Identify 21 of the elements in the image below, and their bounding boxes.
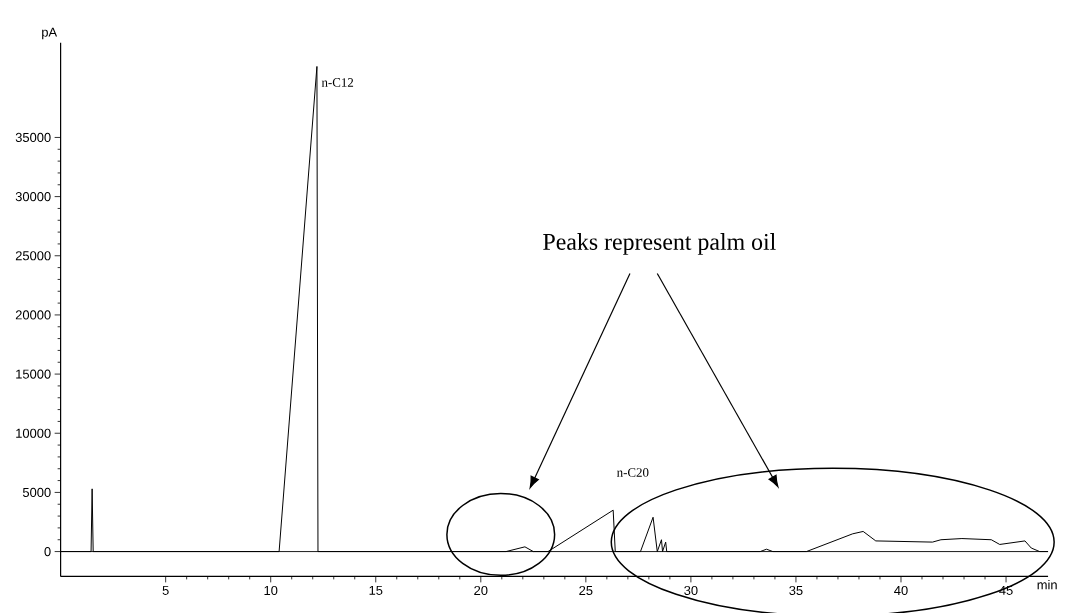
x-tick-label: 25 (579, 585, 593, 595)
x-tick-label: 20 (474, 585, 488, 595)
x-axis-title: min (1037, 579, 1057, 590)
x-tick-label: 5 (162, 585, 169, 595)
annotation: n-C20 (616, 467, 649, 477)
x-tick-label: 10 (264, 585, 278, 595)
y-tick-label: 30000 (15, 191, 51, 201)
annotation: n-C12 (321, 77, 354, 87)
y-tick-label: 10000 (16, 428, 51, 438)
y-tick-label: 20000 (15, 310, 51, 320)
y-tick-label: 35000 (15, 132, 51, 142)
y-tick-label: 25000 (15, 250, 51, 261)
y-axis-title: pA (42, 27, 58, 40)
annotation: Peaks represent palm oil (543, 232, 776, 255)
y-tick-label: 0 (44, 546, 51, 556)
y-tick-label: 5000 (22, 487, 51, 497)
x-tick-label: 35 (789, 585, 803, 595)
x-tick-label: 15 (369, 585, 383, 595)
x-tick-label: 40 (894, 585, 908, 595)
x-tick-label: 30 (684, 585, 698, 595)
y-tick-label: 15000 (16, 369, 51, 379)
